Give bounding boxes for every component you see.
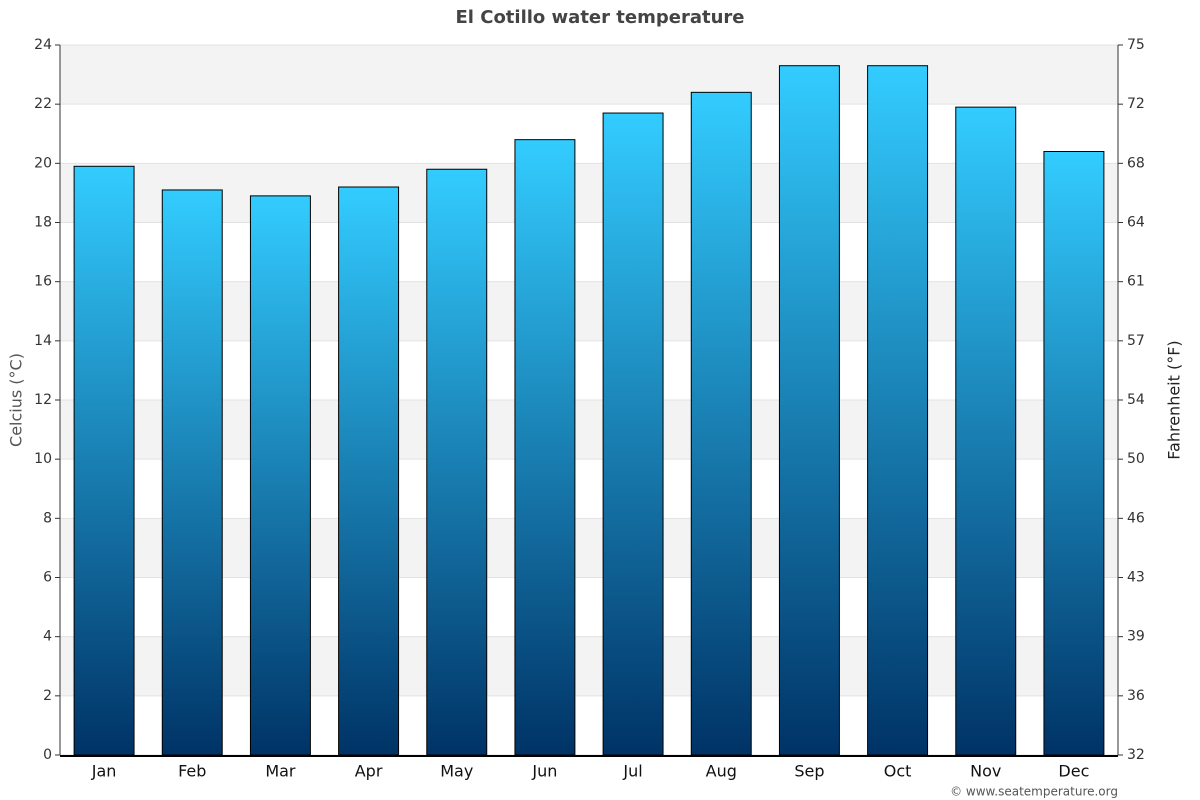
- bar: [867, 65, 929, 756]
- plot-background: [60, 44, 1118, 756]
- x-tick-label: Sep: [794, 762, 824, 781]
- y2-tick-label: 43: [1127, 570, 1145, 586]
- bar: [778, 65, 840, 756]
- bar: [73, 165, 135, 756]
- y2-tick-label: 64: [1127, 215, 1145, 231]
- bar: [1043, 151, 1105, 756]
- chart-title: El Cotillo water temperature: [456, 7, 745, 28]
- y-tick-label: 10: [34, 451, 52, 467]
- grid-band: [60, 163, 1118, 223]
- y-tick-label: 6: [43, 570, 52, 586]
- x-tick-label: Jul: [622, 762, 642, 781]
- y2-tick-label: 36: [1127, 688, 1145, 704]
- y-axis-label: Celcius (°C): [7, 353, 26, 447]
- x-tick-label: Feb: [178, 762, 206, 781]
- grid-band: [60, 45, 1118, 105]
- y-tick-label: 12: [34, 392, 52, 408]
- x-tick-label: Nov: [970, 762, 1001, 781]
- bar: [338, 186, 400, 756]
- y-tick-label: 14: [34, 333, 52, 349]
- bar: [249, 195, 311, 756]
- bar: [426, 168, 488, 756]
- y-tick-label: 22: [34, 96, 52, 112]
- x-tick-label: Apr: [355, 762, 383, 781]
- bar: [161, 189, 223, 756]
- x-tick-label: Mar: [265, 762, 296, 781]
- grid-band: [60, 636, 1118, 696]
- grid-band: [60, 281, 1118, 341]
- x-tick-label: Jan: [91, 762, 117, 781]
- x-tick-label: Dec: [1058, 762, 1089, 781]
- y2-tick-label: 61: [1127, 274, 1145, 290]
- bar: [514, 139, 576, 756]
- grid-band: [60, 400, 1118, 460]
- bar: [955, 106, 1017, 756]
- grid-band: [60, 518, 1118, 578]
- y2-tick-label: 46: [1127, 510, 1145, 526]
- y-tick-label: 20: [34, 155, 52, 171]
- y-tick-label: 0: [43, 747, 52, 763]
- y-tick-label: 16: [34, 274, 52, 290]
- y2-tick-label: 68: [1127, 155, 1145, 171]
- y-tick-label: 18: [34, 215, 52, 231]
- y2-tick-label: 32: [1127, 747, 1145, 763]
- y2-tick-label: 39: [1127, 629, 1145, 645]
- y2-axis-label: Fahrenheit (°F): [1165, 340, 1184, 459]
- y-tick-label: 8: [43, 510, 52, 526]
- x-tick-label: May: [440, 762, 473, 781]
- y2-tick-label: 72: [1127, 96, 1145, 112]
- x-tick-label: Aug: [706, 762, 737, 781]
- y2-tick-label: 57: [1127, 333, 1145, 349]
- y2-tick-label: 54: [1127, 392, 1145, 408]
- bar: [602, 112, 664, 756]
- x-tick-label: Oct: [884, 762, 912, 781]
- y2-tick-label: 75: [1127, 37, 1145, 53]
- bar: [690, 91, 752, 756]
- y-tick-label: 24: [34, 37, 52, 53]
- source-credit: © www.seatemperature.org: [950, 785, 1118, 799]
- y-tick-label: 4: [43, 629, 52, 645]
- y-tick-label: 2: [43, 688, 52, 704]
- x-tick-label: Jun: [531, 762, 557, 781]
- y2-tick-label: 50: [1127, 451, 1145, 467]
